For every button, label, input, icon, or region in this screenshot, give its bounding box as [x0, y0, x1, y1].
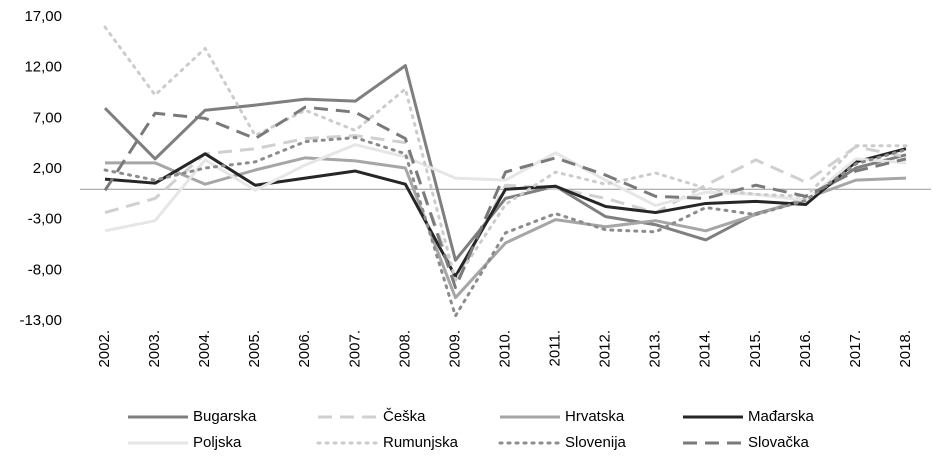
x-tick-label: 2014. — [697, 330, 714, 368]
x-tick-label: 2018. — [897, 330, 914, 368]
y-tick-label: -13,00 — [19, 312, 62, 329]
series-line — [103, 136, 908, 318]
series-line — [104, 143, 907, 233]
y-tick-label: -3,00 — [28, 211, 62, 228]
legend-label: Hrvatska — [565, 408, 625, 425]
legend-label: Slovačka — [748, 434, 810, 451]
y-tick-label: 17,00 — [24, 8, 62, 25]
x-tick-label: 2015. — [747, 330, 764, 368]
x-tick-label: 2008. — [396, 330, 413, 368]
x-tick-label: 2004. — [196, 330, 213, 368]
legend-label: Češka — [383, 408, 426, 425]
legend-label: Bugarska — [193, 408, 257, 425]
x-tick-label: 2011. — [547, 330, 564, 366]
x-tick-label: 2005. — [246, 330, 263, 368]
x-tick-label: 2012. — [597, 330, 614, 368]
x-tick-label: 2009. — [446, 330, 463, 368]
y-tick-label: 12,00 — [24, 59, 62, 76]
x-tick-label: 2007. — [346, 330, 363, 368]
legend-label: Slovenija — [565, 434, 627, 451]
x-tick-label: 2006. — [296, 330, 313, 368]
x-tick-label: 2013. — [647, 330, 664, 368]
x-tick-label: 2010. — [496, 330, 513, 368]
series-line — [104, 147, 907, 278]
x-tick-label: 2003. — [146, 330, 163, 368]
legend-label: Rumunjska — [383, 434, 459, 451]
series-line — [103, 64, 907, 262]
y-tick-label: 7,00 — [33, 109, 62, 126]
legend-label: Mađarska — [748, 408, 815, 425]
series-line — [104, 134, 907, 282]
y-tick-label: 2,00 — [33, 160, 62, 177]
legend-label: Poljska — [193, 434, 242, 451]
x-tick-label: 2016. — [797, 330, 814, 368]
y-tick-label: -8,00 — [28, 261, 62, 278]
series-line — [103, 25, 908, 282]
x-tick-label: 2017. — [847, 330, 864, 368]
x-tick-label: 2002. — [96, 330, 113, 368]
series-line — [103, 105, 907, 290]
